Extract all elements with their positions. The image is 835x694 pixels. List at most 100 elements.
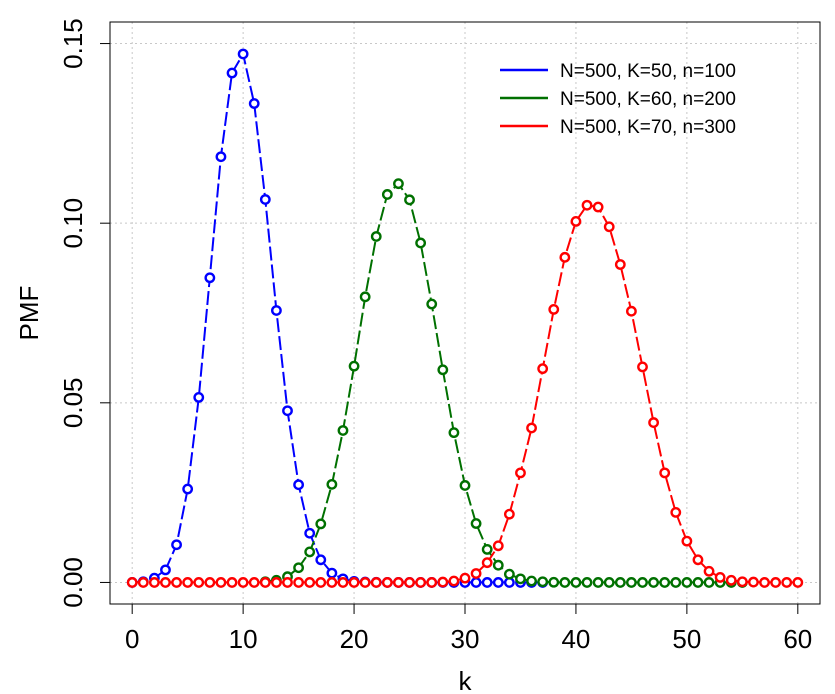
y-axis-title: PMF [14, 286, 44, 341]
data-point [437, 576, 449, 588]
x-tick-label: 30 [451, 624, 480, 654]
data-point [725, 574, 737, 586]
data-point [492, 577, 504, 588]
series-line [132, 51, 543, 584]
data-point [537, 576, 549, 588]
data-point [182, 577, 194, 588]
data-point [703, 577, 715, 588]
data-point [326, 577, 338, 588]
data-point [304, 577, 316, 588]
data-point [193, 392, 205, 403]
data-point [570, 215, 582, 227]
data-point [415, 237, 427, 249]
data-point [503, 508, 515, 520]
data-point [670, 506, 682, 518]
data-point [481, 543, 493, 555]
data-point [648, 577, 659, 588]
data-point [293, 479, 304, 491]
data-point [603, 577, 615, 588]
data-point [526, 575, 537, 587]
data-point [248, 98, 260, 109]
grid [110, 22, 820, 604]
data-point [515, 467, 526, 479]
data-point [282, 577, 293, 588]
data-point [348, 360, 360, 372]
data-point [426, 298, 438, 310]
data-point [315, 577, 327, 588]
data-point [581, 577, 593, 588]
data-point [770, 577, 782, 588]
data-point [293, 577, 304, 588]
data-point [326, 567, 338, 579]
data-point [237, 577, 249, 588]
data-point [226, 67, 238, 79]
data-point [271, 305, 282, 316]
data-point [637, 361, 648, 373]
data-point [592, 577, 604, 588]
data-point [614, 577, 626, 588]
series-1 [126, 48, 549, 588]
data-point [692, 554, 704, 566]
data-point [559, 251, 571, 263]
data-point [492, 540, 504, 552]
data-point [459, 572, 471, 584]
y-tick-label: 0.15 [58, 18, 88, 69]
data-point [659, 577, 671, 588]
data-point [259, 577, 271, 588]
data-point [182, 483, 194, 495]
data-point [160, 577, 171, 588]
data-point [304, 527, 316, 539]
data-point [204, 577, 216, 588]
series-2 [259, 178, 748, 588]
data-point [226, 577, 238, 588]
data-point [404, 577, 415, 588]
data-point [204, 272, 216, 284]
x-axis-title: k [459, 666, 473, 694]
data-point [137, 577, 149, 588]
legend: N=500, K=50, n=100 N=500, K=60, n=200 N=50… [500, 61, 736, 138]
data-point [648, 417, 659, 428]
data-point [448, 575, 460, 587]
data-point [160, 564, 171, 576]
data-point [614, 259, 626, 270]
y-tick-label: 0.05 [58, 378, 88, 429]
x-tick-label: 50 [672, 624, 701, 654]
data-point [526, 422, 537, 434]
data-point [370, 577, 382, 588]
data-point [426, 577, 438, 588]
axes: 0 10 20 30 40 50 60 0.00 0.05 0.10 0.15 [58, 18, 812, 654]
data-point [548, 576, 560, 588]
data-point [304, 546, 316, 558]
data-point [470, 577, 482, 588]
data-point [437, 364, 449, 376]
data-point [681, 577, 693, 588]
x-tick-label: 40 [561, 624, 590, 654]
data-point [293, 562, 304, 574]
data-point [792, 577, 804, 588]
data-point [626, 305, 637, 317]
data-point [315, 554, 327, 566]
data-point [171, 539, 182, 551]
data-point [781, 577, 793, 588]
x-tick-label: 10 [229, 624, 258, 654]
data-point [237, 48, 249, 60]
data-point [126, 577, 138, 588]
data-point [670, 577, 682, 588]
data-point [759, 577, 770, 588]
data-point [548, 304, 560, 315]
data-point [337, 577, 349, 588]
data-point [148, 577, 160, 588]
data-point [370, 231, 382, 242]
x-tick-label: 60 [783, 624, 812, 654]
data-point [603, 221, 615, 233]
data-point [404, 194, 415, 206]
data-point [559, 577, 571, 588]
data-point [748, 576, 759, 588]
data-point [703, 565, 715, 577]
data-point [326, 478, 338, 490]
data-point [581, 199, 593, 211]
data-point [570, 577, 582, 588]
data-point [271, 577, 282, 588]
data-point [393, 178, 404, 190]
